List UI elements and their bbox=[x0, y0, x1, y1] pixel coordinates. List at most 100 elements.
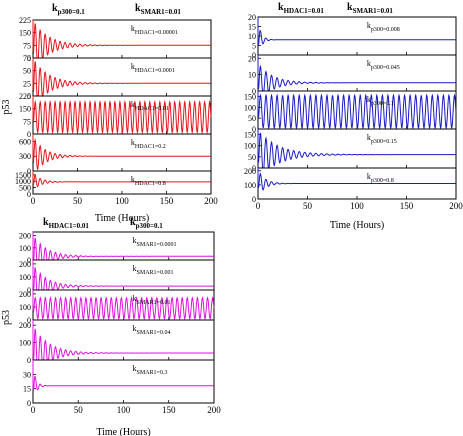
subplot-label-sub: SMAR1=0.01 bbox=[137, 300, 171, 306]
x-tick-label: 200 bbox=[449, 201, 463, 211]
y-tick-label: 500 bbox=[19, 184, 31, 193]
panel-header-1-sub: p300=0.1 bbox=[136, 222, 164, 230]
subplot-1: 0 10 20 kp300=0.045 bbox=[248, 54, 457, 96]
x-tick-label: 0 bbox=[256, 201, 261, 211]
subplot-frame bbox=[257, 128, 457, 169]
y-tick-label: 200 bbox=[19, 290, 31, 299]
y-tick-label: 0 bbox=[252, 164, 256, 173]
panel-header-0-sub: HDAC1=0.01 bbox=[284, 7, 325, 15]
y-tick-label: 20 bbox=[248, 54, 256, 63]
y-tick-label: 100 bbox=[19, 244, 31, 253]
y-tick-label: 50 bbox=[248, 153, 256, 162]
subplot-label: kp300=0.8 bbox=[367, 172, 394, 184]
x-tick-label: 50 bbox=[74, 405, 84, 415]
y-tick-label: 0 bbox=[27, 130, 31, 139]
subplot-frame bbox=[32, 19, 212, 59]
subplot-label-sub: SMAR1=0.3 bbox=[137, 370, 168, 376]
subplot-label: kSMAR1=0.0001 bbox=[133, 236, 177, 248]
subplot-frame bbox=[32, 319, 215, 361]
panel-header-0-main: k bbox=[43, 217, 49, 228]
y-tick-label: 75 bbox=[23, 54, 31, 63]
subplot-frame bbox=[257, 16, 457, 56]
x-tick-label: 150 bbox=[162, 405, 176, 415]
subplot-label: kSMAR1=0.001 bbox=[133, 264, 174, 276]
y-tick-label: 600 bbox=[19, 137, 31, 146]
series-line bbox=[257, 17, 456, 45]
subplot-label-sub: HDAC1=0.8 bbox=[135, 181, 166, 187]
subplot-frame bbox=[257, 54, 457, 92]
subplot-label-main: k bbox=[131, 24, 135, 33]
x-tick-label: 150 bbox=[400, 201, 414, 211]
series-line bbox=[32, 134, 211, 171]
subplot-label-main: k bbox=[367, 95, 371, 104]
y-tick-label: 0 bbox=[27, 256, 31, 265]
y-tick-label: 150 bbox=[19, 29, 31, 38]
subplot-frame bbox=[32, 133, 212, 172]
y-tick-label: 0 bbox=[27, 286, 31, 295]
y-tick-label: 0 bbox=[252, 195, 256, 204]
y-tick-label: 150 bbox=[19, 105, 31, 114]
subplot-label-main: k bbox=[133, 364, 137, 373]
subplot-label-main: k bbox=[367, 172, 371, 181]
x-tick-label: 150 bbox=[160, 196, 174, 206]
panel-header-0-main: k bbox=[278, 2, 284, 13]
y-tick-label: 0 bbox=[27, 356, 31, 365]
subplot-frame bbox=[32, 57, 212, 97]
y-tick-label: 10 bbox=[248, 71, 256, 80]
subplot-frame bbox=[32, 259, 215, 291]
x-tick-label: 50 bbox=[303, 201, 313, 211]
panel-header-0: kp300=0.1 bbox=[52, 3, 85, 16]
y-tick-label: 50 bbox=[248, 114, 256, 123]
series-line bbox=[32, 290, 215, 321]
y-tick-label: 0 bbox=[252, 87, 256, 96]
x-axis-label: Time (Hours) bbox=[95, 213, 149, 224]
y-axis-label: p53 bbox=[1, 310, 12, 325]
subplot-label-sub: p300=0.1 bbox=[371, 101, 394, 107]
subplot-label: kp300=0.15 bbox=[367, 133, 397, 145]
series-line bbox=[32, 320, 214, 361]
panel-header-1-main: k bbox=[135, 3, 141, 14]
y-tick-label: 0 bbox=[252, 125, 256, 134]
series-line bbox=[32, 171, 211, 188]
subplot-label-sub: HDAC1=0.2 bbox=[135, 144, 166, 150]
x-tick-label: 200 bbox=[207, 405, 221, 415]
subplot-label-main: k bbox=[131, 175, 135, 184]
subplot-1: 0 25 50 75 kHDAC1=0.0001 bbox=[23, 54, 212, 101]
series-line bbox=[32, 360, 214, 391]
subplot-3: 0 50 100 150 kp300=0.15 bbox=[244, 128, 457, 173]
subplot-label-sub: SMAR1=0.0001 bbox=[137, 242, 177, 248]
y-tick-label: 300 bbox=[19, 152, 31, 161]
subplot-label-sub: SMAR1=0.04 bbox=[137, 330, 171, 336]
subplot-label-main: k bbox=[133, 236, 137, 245]
x-tick-label: 100 bbox=[350, 201, 364, 211]
x-tick-label: 0 bbox=[31, 405, 36, 415]
subplot-label-main: k bbox=[367, 21, 371, 30]
y-tick-label: 0 bbox=[252, 51, 256, 60]
y-tick-label: 50 bbox=[23, 67, 31, 76]
subplot-label-main: k bbox=[367, 133, 371, 142]
subplot-label: kSMAR1=0.01 bbox=[133, 294, 171, 306]
y-tick-label: 15 bbox=[23, 385, 31, 394]
series-line bbox=[32, 232, 214, 261]
series-line bbox=[257, 55, 456, 92]
y-axis-label: p53 bbox=[1, 100, 12, 115]
y-tick-label: 0 bbox=[27, 399, 31, 408]
series-line bbox=[32, 20, 211, 59]
chart-panel-top-left: kp300=0.1 kSMAR1=0.01075150225kHDAC1=0.00… bbox=[1, 3, 218, 224]
y-tick-label: 1000 bbox=[15, 177, 31, 186]
subplot-frame bbox=[32, 170, 212, 195]
subplot-label: kSMAR1=0.3 bbox=[133, 364, 168, 376]
y-tick-label: 0 bbox=[27, 54, 31, 63]
y-tick-label: 0 bbox=[27, 316, 31, 325]
y-tick-label: 100 bbox=[244, 181, 256, 190]
panel-header-1-sub: SMAR1=0.01 bbox=[353, 7, 394, 15]
y-tick-label: 0 bbox=[27, 167, 31, 176]
y-tick-label: 150 bbox=[244, 92, 256, 101]
y-tick-label: 0 bbox=[27, 190, 31, 199]
subplot-label-main: k bbox=[133, 264, 137, 273]
y-tick-label: 15 bbox=[248, 23, 256, 32]
series-line bbox=[257, 91, 457, 130]
